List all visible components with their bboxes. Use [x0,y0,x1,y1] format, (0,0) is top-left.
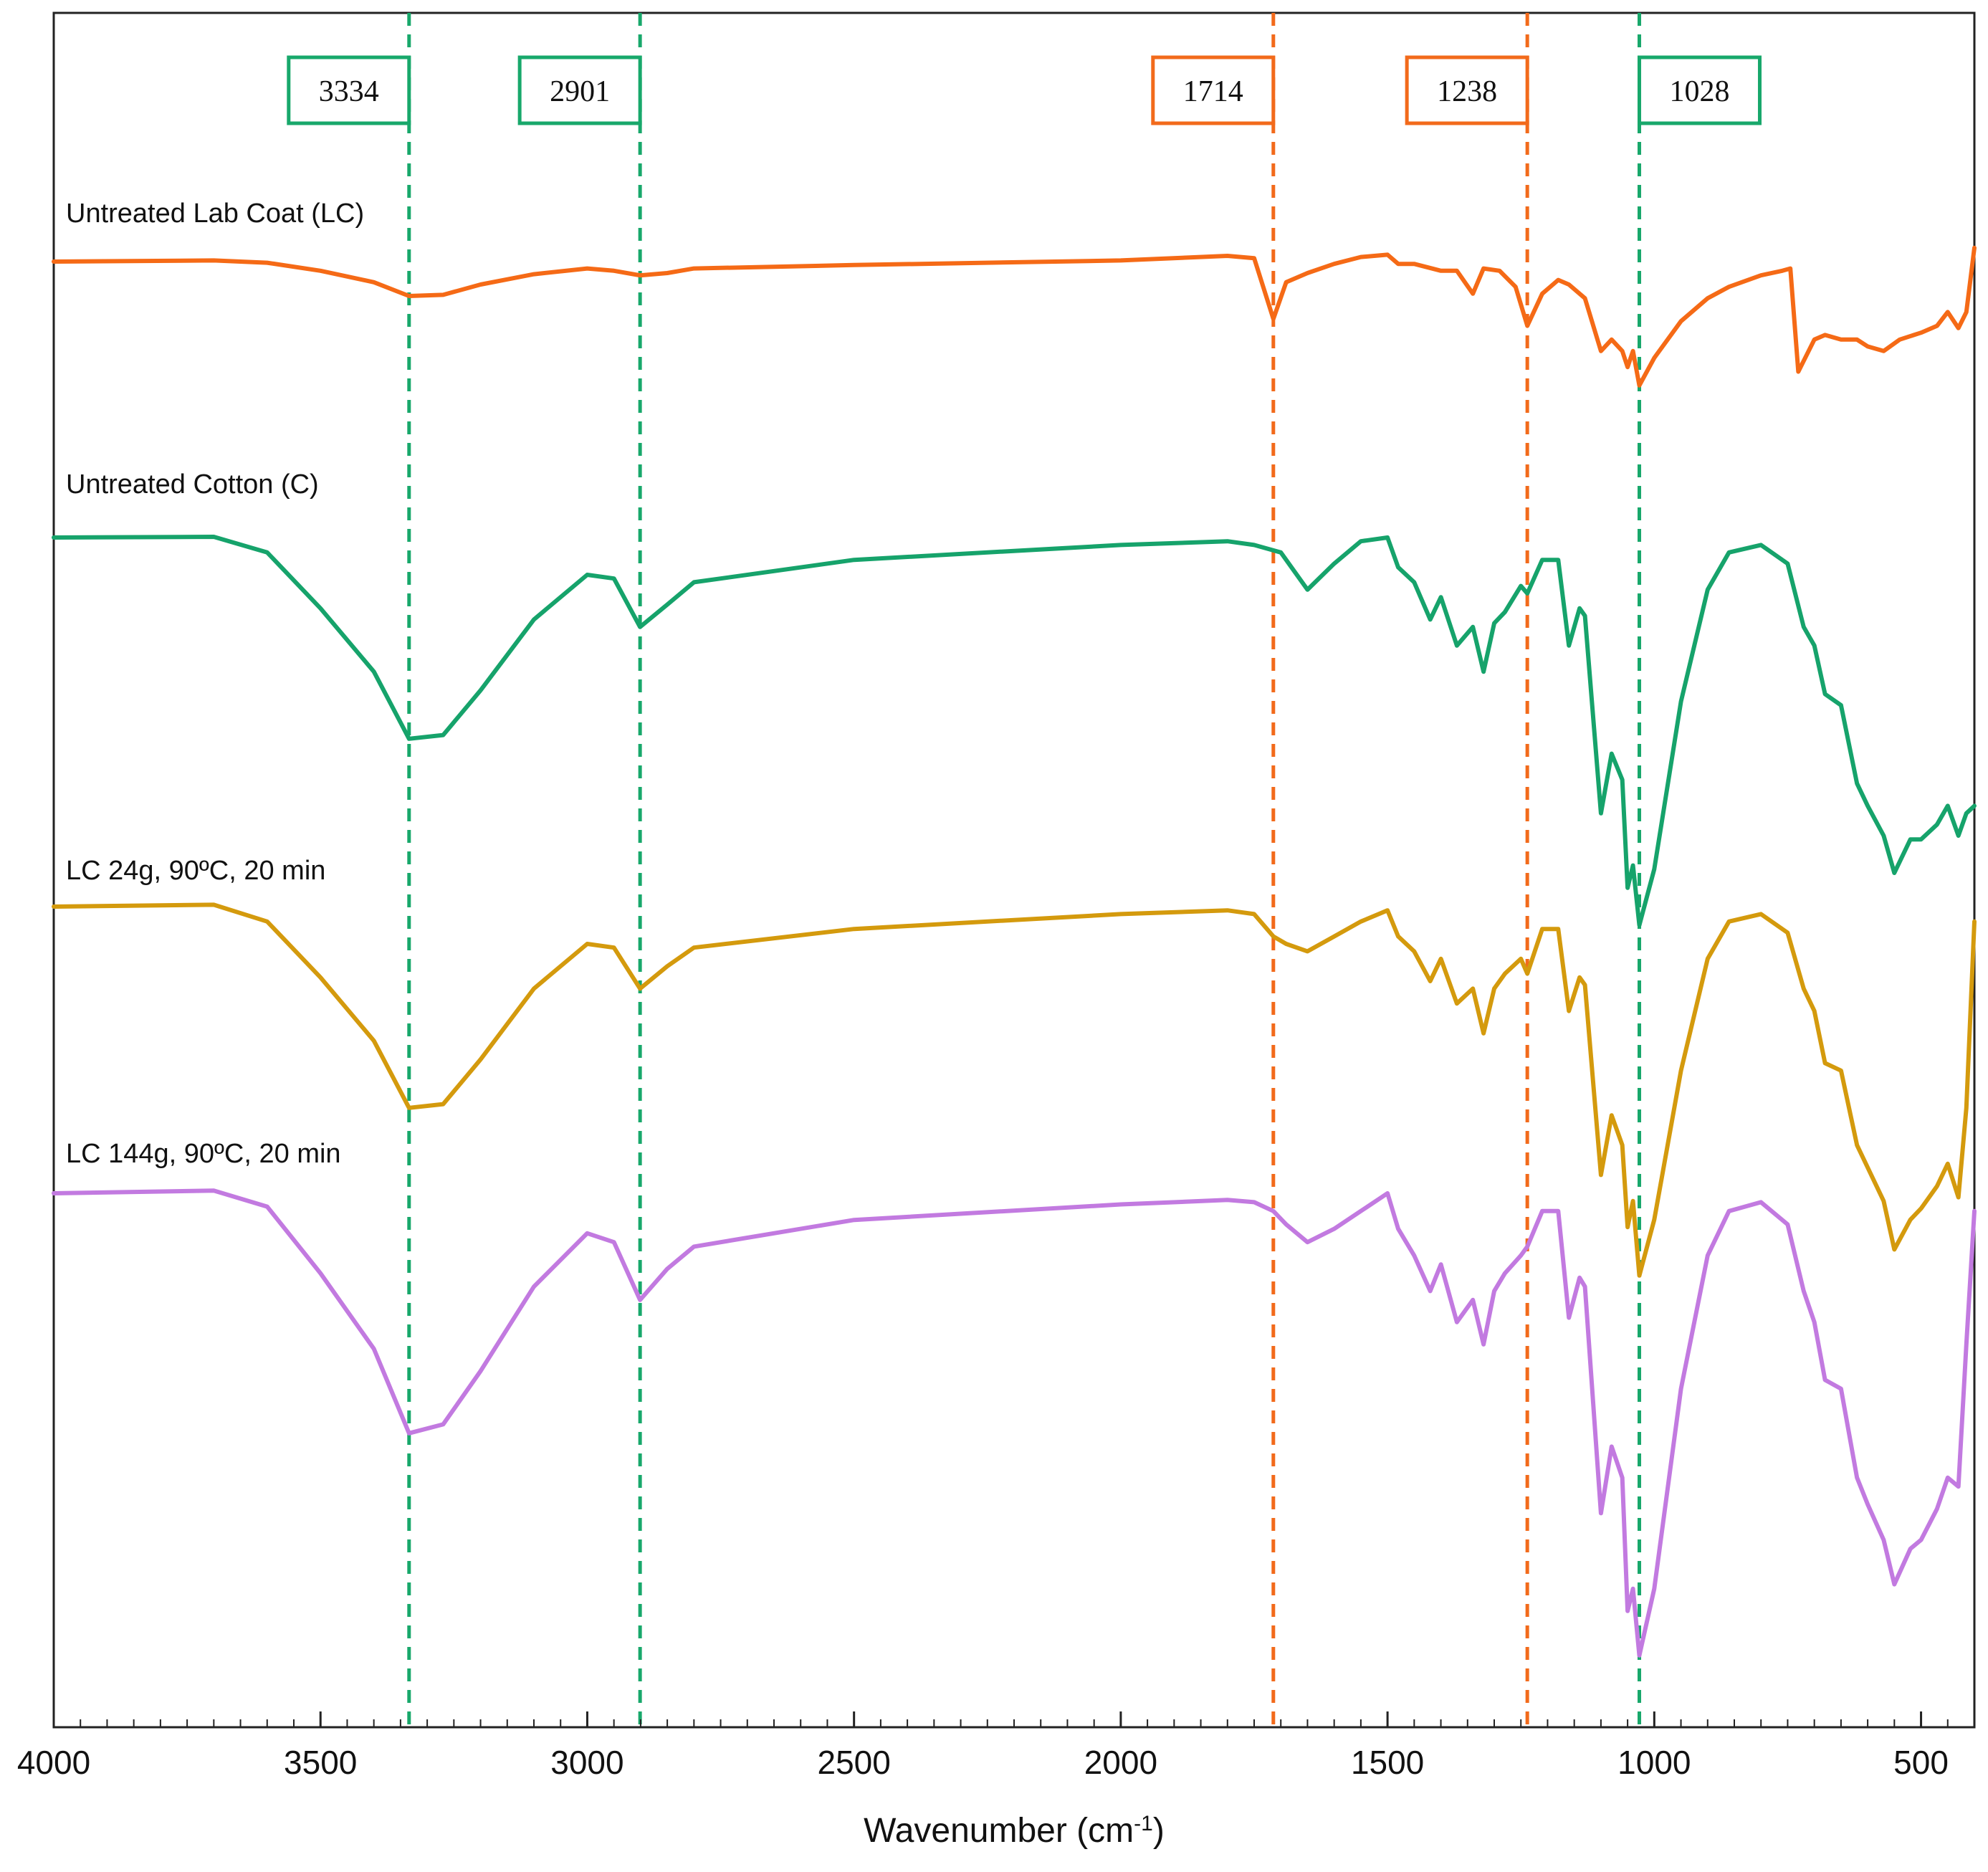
marker-label-2901: 2901 [550,75,610,108]
series-label-1: Untreated Lab Coat (LC) [66,199,364,229]
marker-label-3334: 3334 [319,75,379,108]
marker-box-1714 [1151,55,1276,125]
series-label-4: LC 144g, 90ºC, 20 min [66,1139,341,1169]
series-line-3 [52,902,1977,1278]
series-line-4 [52,1188,1977,1658]
series-label-2: Untreated Cotton (C) [66,469,319,500]
x-tick-label-2500: 2500 [817,1744,890,1781]
x-axis-ticks: 4000 3500 3000 2500 2000 1500 1000 500 [17,1711,1975,1781]
marker-boxes: 3334 2901 1714 1238 1028 [287,55,1762,125]
series-labels: Untreated Lab Coat (LC) Untreated Cotton … [66,199,364,1169]
x-tick-label-3500: 3500 [284,1744,357,1781]
marker-box-2901 [517,55,642,125]
marker-label-1714: 1714 [1183,75,1243,108]
x-tick-label-3000: 3000 [550,1744,623,1781]
marker-box-1028 [1637,55,1762,125]
x-tick-label-1000: 1000 [1617,1744,1691,1781]
series-label-3: LC 24g, 90ºC, 20 min [66,856,325,886]
marker-label-1028: 1028 [1669,75,1729,108]
x-tick-label-4000: 4000 [17,1744,90,1781]
series-line-1 [52,245,1977,388]
x-axis-title: Wavenumber (cm-1) [864,1812,1165,1850]
series-group [52,245,1977,1658]
marker-box-3334 [287,55,411,125]
series-line-2 [52,535,1977,927]
x-tick-label-500: 500 [1893,1744,1949,1781]
marker-label-1238: 1238 [1437,75,1497,108]
marker-lines [407,13,1641,1727]
marker-box-1238 [1405,55,1529,125]
x-tick-label-2000: 2000 [1084,1744,1157,1781]
x-tick-label-1500: 1500 [1351,1744,1424,1781]
plot-frame [52,11,1976,1729]
